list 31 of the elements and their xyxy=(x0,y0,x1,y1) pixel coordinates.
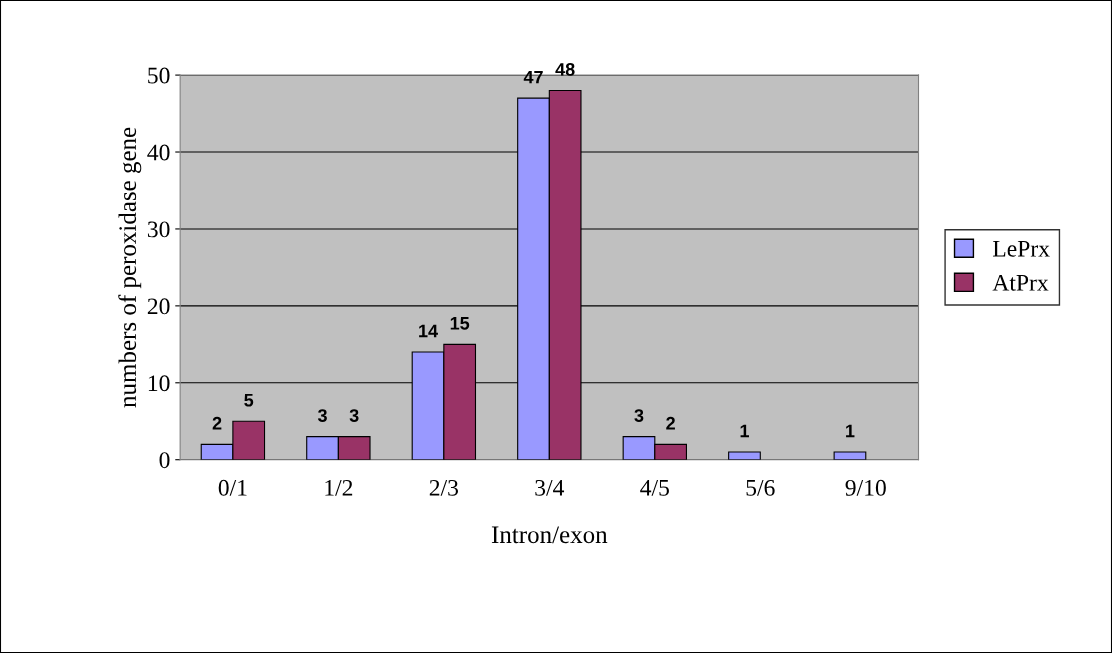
y-tick-label: 30 xyxy=(147,221,170,238)
x-tick-label: 2/3 xyxy=(429,479,459,496)
y-tick-label: 50 xyxy=(148,67,170,84)
legend-label: AtPrx xyxy=(992,274,1049,291)
data-label: 1 xyxy=(740,424,749,438)
y-tick-label: 0 xyxy=(159,452,170,469)
data-label: 3 xyxy=(634,409,644,422)
y-tick-label: 10 xyxy=(148,375,170,392)
data-label: 15 xyxy=(450,317,470,330)
x-axis-title: Intron/exon xyxy=(491,526,608,544)
bar xyxy=(728,451,761,460)
legend-label: LePrx xyxy=(992,241,1050,257)
x-tick-label: 3/4 xyxy=(535,479,565,496)
data-label: 3 xyxy=(317,409,327,422)
data-label: 2 xyxy=(212,416,222,430)
data-label: 1 xyxy=(846,424,855,438)
bar xyxy=(833,451,867,460)
data-label: 3 xyxy=(349,409,359,422)
x-tick-label: 0/1 xyxy=(218,479,247,496)
y-tick-label: 20 xyxy=(147,298,170,315)
y-tick-label: 40 xyxy=(147,144,170,161)
data-label: 47 xyxy=(523,70,543,84)
data-label: 2 xyxy=(666,416,675,430)
x-tick-label: 1/2 xyxy=(325,479,353,496)
data-label: 5 xyxy=(244,393,254,407)
y-axis-title: numbers of peroxidase gene xyxy=(118,127,142,408)
x-tick-label: 5/6 xyxy=(746,479,775,496)
x-tick-label: 4/5 xyxy=(640,479,669,496)
data-label: 14 xyxy=(419,324,438,338)
x-tick-label: 9/10 xyxy=(845,479,886,496)
data-label: 48 xyxy=(555,63,575,76)
